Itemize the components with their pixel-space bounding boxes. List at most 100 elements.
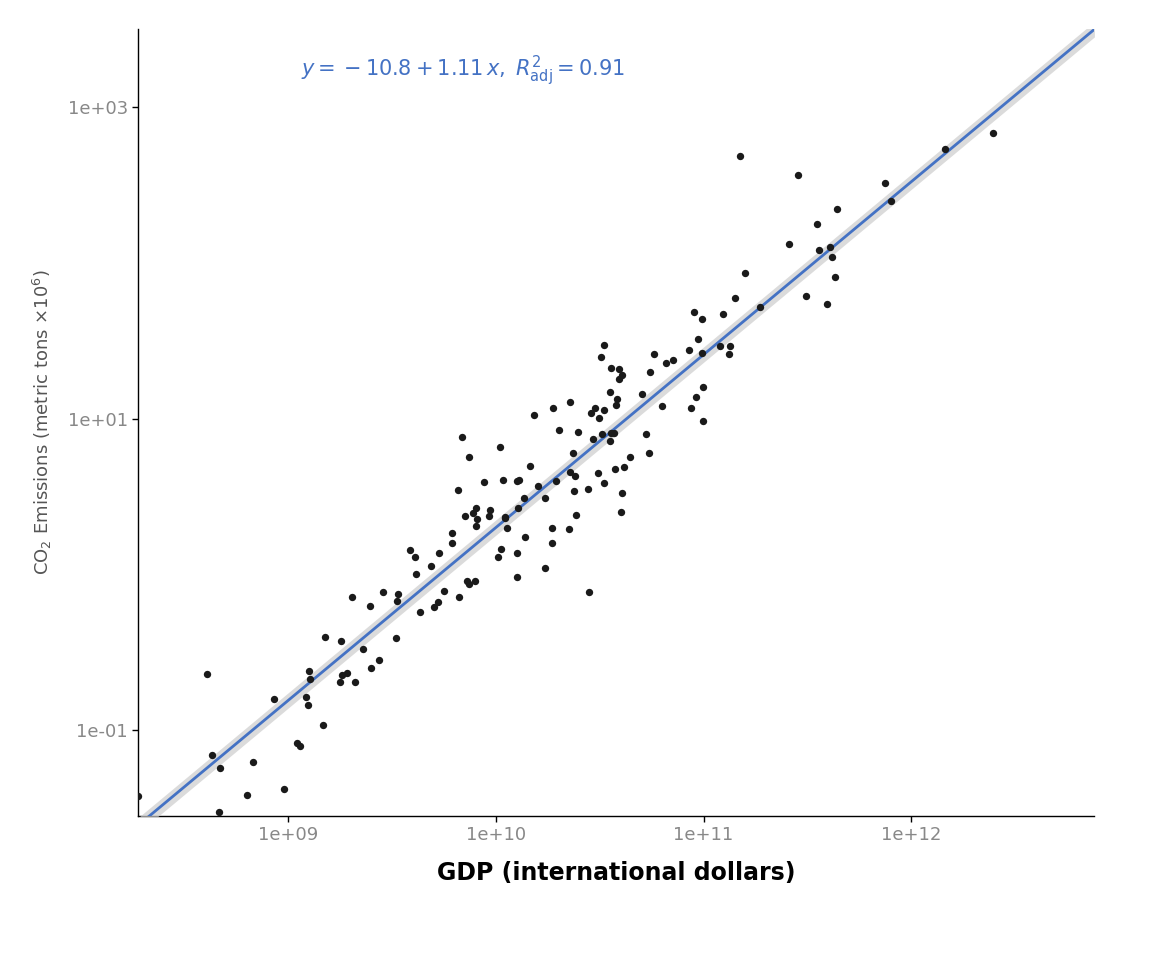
Point: [607, 391, 626, 406]
Point: [435, 584, 454, 599]
Point: [593, 426, 612, 442]
Point: [332, 634, 350, 649]
Point: [516, 529, 535, 544]
Point: [407, 566, 425, 582]
Point: [509, 501, 528, 516]
Point: [877, 175, 895, 190]
Point: [406, 550, 424, 565]
Point: [515, 491, 533, 506]
Point: [546, 473, 564, 489]
Point: [468, 512, 486, 527]
Point: [461, 576, 479, 591]
Point: [589, 465, 607, 480]
Point: [342, 589, 361, 605]
Point: [780, 236, 798, 252]
Point: [388, 587, 407, 602]
Point: [692, 345, 711, 360]
Point: [362, 599, 380, 614]
Point: [388, 593, 407, 609]
Point: [442, 536, 461, 551]
Point: [508, 474, 526, 490]
Point: [314, 718, 333, 733]
Point: [510, 472, 529, 488]
Point: [333, 667, 351, 683]
Point: [602, 361, 621, 376]
Point: [828, 202, 847, 217]
Point: [607, 397, 626, 413]
Point: [606, 462, 624, 477]
Point: [467, 501, 485, 516]
Point: [692, 311, 711, 326]
Point: [726, 291, 744, 306]
Point: [600, 434, 619, 449]
Point: [275, 781, 294, 797]
Point: [664, 352, 682, 368]
Point: [751, 300, 770, 315]
Point: [615, 460, 634, 475]
Point: [198, 667, 217, 683]
Point: [594, 475, 613, 491]
Point: [882, 193, 901, 208]
Point: [460, 449, 478, 465]
Point: [736, 265, 755, 280]
Point: [129, 788, 147, 804]
Point: [449, 589, 468, 605]
Point: [430, 545, 448, 561]
Point: [566, 483, 584, 498]
Point: [453, 429, 471, 444]
Point: [689, 331, 707, 347]
Point: [498, 520, 516, 536]
Point: [550, 422, 568, 438]
Point: [720, 347, 738, 362]
Point: [657, 355, 675, 371]
Point: [613, 368, 631, 383]
Point: [288, 735, 306, 751]
Point: [495, 510, 514, 525]
Point: [684, 304, 703, 320]
Point: [442, 525, 461, 540]
Point: [592, 349, 611, 365]
Point: [491, 439, 509, 454]
Point: [586, 400, 605, 416]
Point: [590, 410, 608, 425]
Point: [465, 573, 484, 588]
Point: [652, 398, 670, 414]
Point: [561, 395, 579, 410]
Point: [637, 426, 655, 442]
Point: [457, 573, 476, 588]
Point: [370, 653, 388, 668]
Point: [687, 389, 705, 404]
Point: [346, 675, 364, 690]
Point: [984, 125, 1002, 140]
Point: [300, 663, 318, 679]
Point: [609, 372, 628, 387]
Point: [297, 689, 316, 705]
Point: [620, 449, 638, 465]
Point: [464, 505, 483, 520]
Point: [695, 413, 713, 428]
Point: [566, 468, 584, 484]
Point: [429, 594, 447, 610]
Point: [596, 337, 614, 352]
X-axis label: GDP (international dollars): GDP (international dollars): [437, 861, 796, 885]
Point: [237, 787, 256, 803]
Point: [410, 605, 429, 620]
Point: [594, 402, 613, 418]
Point: [211, 760, 229, 776]
Point: [338, 665, 356, 681]
Point: [386, 631, 404, 646]
Point: [497, 510, 515, 525]
Point: [401, 541, 419, 557]
Point: [567, 508, 585, 523]
Point: [467, 518, 485, 534]
Point: [203, 747, 221, 762]
Point: [612, 504, 630, 519]
Point: [584, 431, 602, 446]
Point: [536, 490, 554, 505]
Point: [561, 465, 579, 480]
Point: [316, 630, 334, 645]
Point: [680, 343, 698, 358]
Point: [642, 365, 660, 380]
Point: [301, 671, 319, 686]
Point: [331, 675, 349, 690]
